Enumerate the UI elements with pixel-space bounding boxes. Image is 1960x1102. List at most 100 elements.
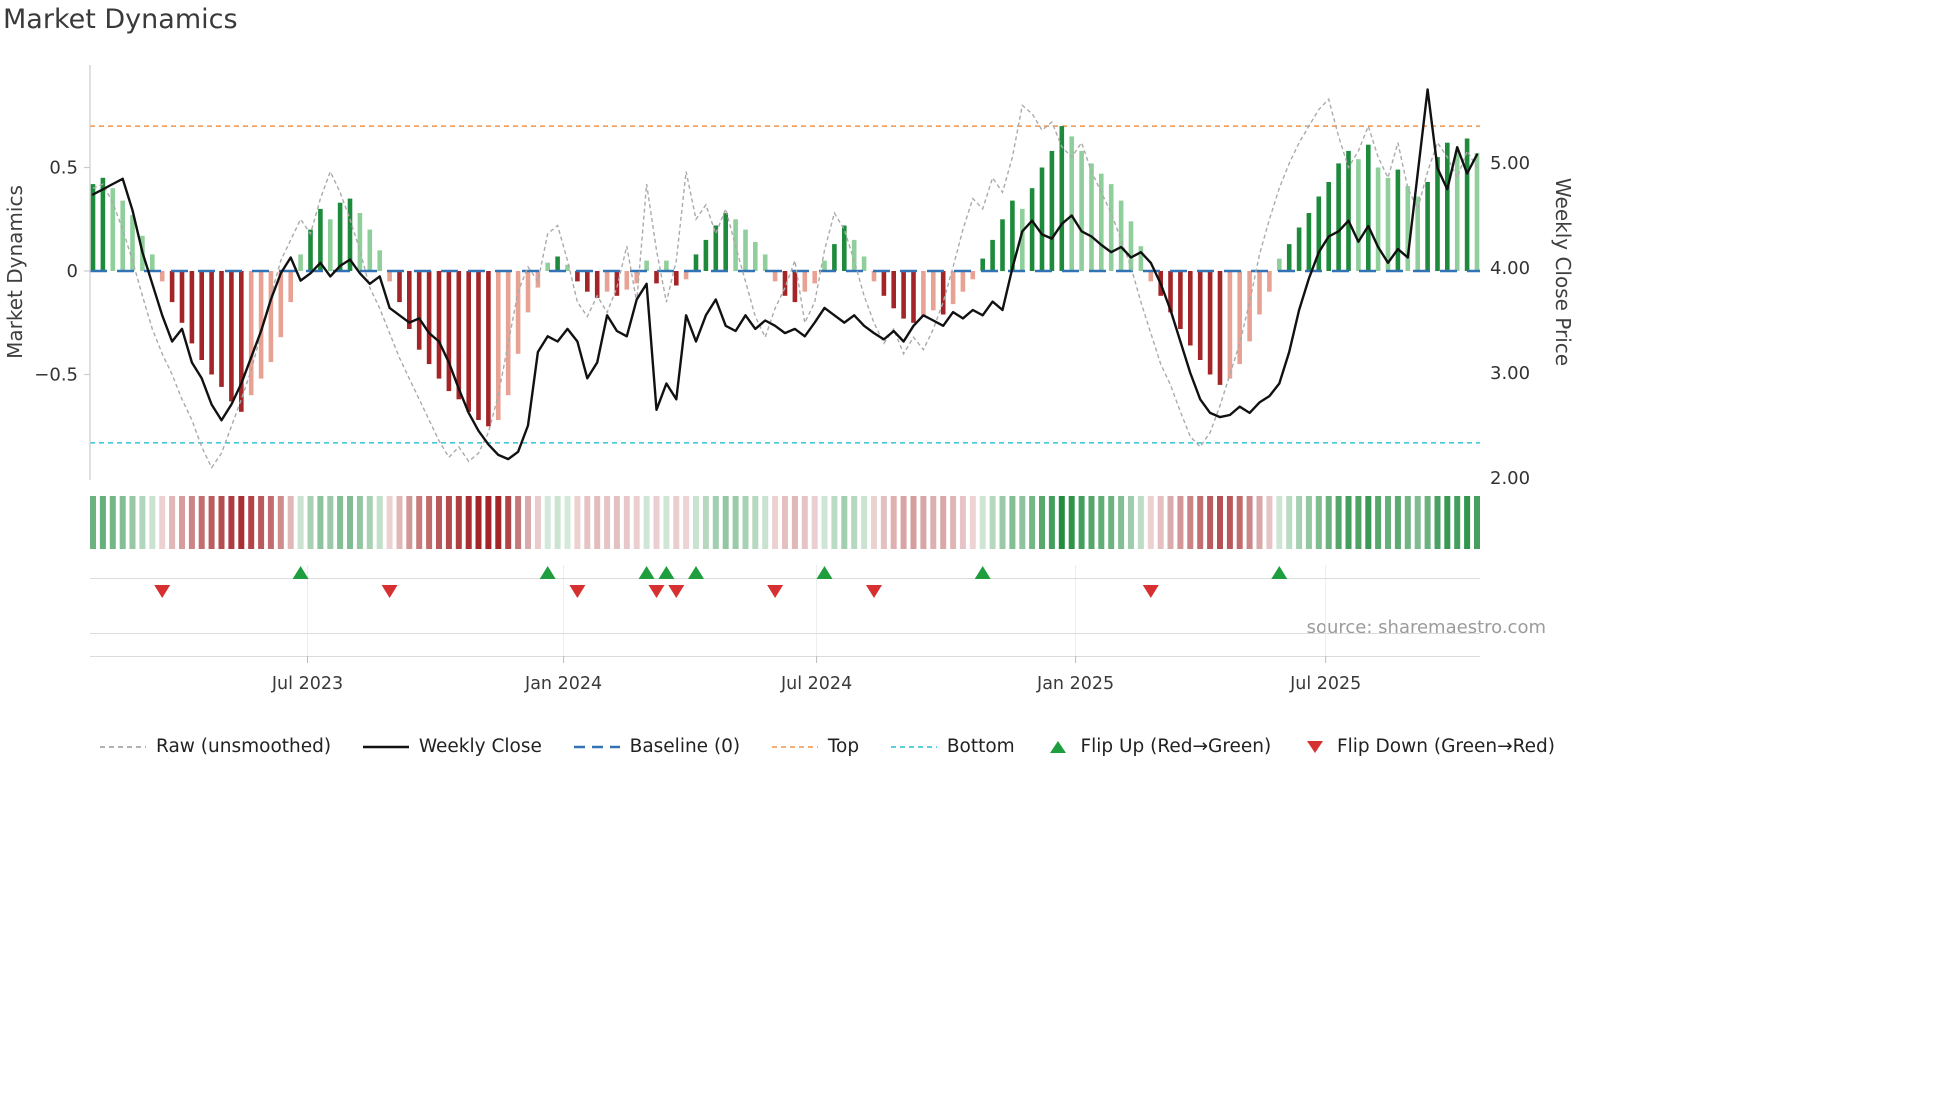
heatmap-cell xyxy=(702,496,709,549)
oscillator-bar xyxy=(1464,138,1470,271)
heatmap-cell xyxy=(801,496,808,549)
flip-up-marker xyxy=(658,566,675,579)
legend-item-dash-gray: Raw (unsmoothed) xyxy=(100,736,331,757)
heatmap-cell xyxy=(1315,496,1322,549)
heatmap-cell xyxy=(1464,496,1471,549)
heatmap-cell xyxy=(831,496,838,549)
source-text: source: sharemaestro.com xyxy=(1307,617,1546,638)
x-tick-label: Jan 2024 xyxy=(524,674,602,694)
heatmap-cell xyxy=(218,496,225,549)
heatmap-cell xyxy=(515,496,522,549)
oscillator-bar xyxy=(782,271,788,296)
oscillator-bar xyxy=(258,271,264,379)
heatmap-cell xyxy=(890,496,897,549)
oscillator-bar xyxy=(1128,221,1134,271)
heatmap-cell xyxy=(99,496,106,549)
heatmap-cell xyxy=(999,496,1006,549)
oscillator-bar xyxy=(466,271,471,412)
oscillator-bar xyxy=(1474,153,1480,271)
heatmap-cell xyxy=(1335,496,1342,549)
oscillator-bar xyxy=(525,271,531,313)
heatmap-cell xyxy=(920,496,927,549)
heatmap-cell xyxy=(673,496,680,549)
heatmap-cell xyxy=(1098,496,1105,549)
oscillator-bar xyxy=(624,271,630,290)
heatmap-cell xyxy=(722,496,729,549)
oscillator-bar xyxy=(446,271,452,392)
oscillator-bar xyxy=(1099,173,1104,271)
heatmap-cell xyxy=(841,496,848,549)
heatmap-cell xyxy=(1019,496,1026,549)
heatmap-cell xyxy=(851,496,858,549)
heatmap-cell xyxy=(1118,496,1125,549)
heatmap-cell xyxy=(604,496,611,549)
heatmap-cell xyxy=(1197,496,1204,549)
heatmap-cell xyxy=(119,496,126,549)
axes: −0.5 0 0.5 2.00 3.00 4.00 5.00 Jul 2023 Jan 2024… xyxy=(34,65,1530,694)
heatmap-cell xyxy=(979,496,986,549)
oscillator-bar xyxy=(604,271,610,292)
legend-item-triangle-up: Flip Up (Red→Green) xyxy=(1046,736,1271,757)
oscillator-bar xyxy=(1079,150,1084,271)
heatmap-cell xyxy=(495,496,502,549)
heatmap-cell xyxy=(930,496,937,549)
flip-up-marker xyxy=(638,566,655,579)
heatmap-cell xyxy=(554,496,561,549)
heatmap-cell xyxy=(574,496,581,549)
heatmap-cell xyxy=(238,496,245,549)
oscillator-bar xyxy=(594,271,600,298)
heatmap-cell xyxy=(534,496,541,549)
oscillator-bar xyxy=(921,271,926,317)
weekly-close-line xyxy=(91,88,1479,461)
heatmap-cell xyxy=(1157,496,1164,549)
oscillator-bar xyxy=(940,271,946,315)
oscillator-bar xyxy=(159,271,165,282)
oscillator-bar xyxy=(1138,246,1144,271)
oscillator-bar xyxy=(871,271,877,282)
oscillator-bar xyxy=(407,271,412,329)
flip-up-marker xyxy=(539,566,556,579)
x-tick-label: Jul 2023 xyxy=(271,674,343,694)
oscillator-bar xyxy=(1336,163,1341,271)
oscillator-bar xyxy=(505,271,511,396)
heatmap-cell xyxy=(356,496,363,549)
oscillator-bar xyxy=(693,254,699,271)
x-tick-label: Jan 2025 xyxy=(1036,674,1114,694)
heatmap-cell xyxy=(663,496,670,549)
oscillator-bar xyxy=(1415,196,1420,271)
oscillator-bar xyxy=(416,271,422,350)
oscillator-bar xyxy=(476,271,481,420)
heatmap-cell xyxy=(1256,496,1263,549)
flip-down-marker xyxy=(648,585,665,598)
heatmap-cell xyxy=(465,496,472,549)
oscillator-bar xyxy=(337,202,343,271)
heatmap-cell xyxy=(525,496,531,549)
oscillator-bar xyxy=(1375,167,1381,271)
oscillator-bar xyxy=(1069,136,1074,271)
oscillator-bar xyxy=(308,229,313,271)
heatmap-cell xyxy=(762,496,769,549)
oscillator-bar xyxy=(812,271,817,284)
oscillator-bar xyxy=(397,271,402,303)
oscillator-bar xyxy=(486,271,491,427)
oscillator-bar xyxy=(1405,186,1411,271)
heatmap-cell xyxy=(613,496,620,549)
heatmap-cell xyxy=(455,496,462,549)
oscillator-bar xyxy=(1395,169,1401,271)
heatmap-cell xyxy=(633,496,640,549)
oscillator-bar xyxy=(456,271,462,400)
legend-item-triangle-down: Flip Down (Green→Red) xyxy=(1303,736,1555,757)
heatmap-cell xyxy=(109,496,116,549)
heatmap-cell xyxy=(732,496,739,549)
flip-up-marker xyxy=(816,566,833,579)
flip-up-marker xyxy=(292,566,309,579)
oscillator-bar xyxy=(328,219,333,272)
heatmap-cell xyxy=(188,496,195,549)
heatmap-cell xyxy=(940,496,947,549)
heatmap-cell xyxy=(1424,496,1431,549)
oscillator-bar xyxy=(931,271,936,311)
heatmap-cell xyxy=(772,496,779,549)
oscillator-bar xyxy=(703,239,709,271)
heatmap-cell xyxy=(1009,496,1016,549)
oscillator-bar xyxy=(861,256,867,271)
